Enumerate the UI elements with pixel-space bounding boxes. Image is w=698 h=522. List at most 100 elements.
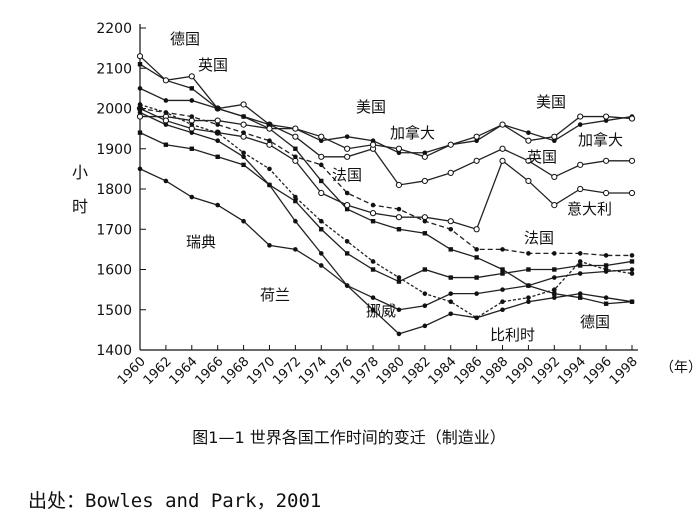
data-point	[215, 130, 220, 135]
data-point	[293, 247, 298, 252]
series-annotation: 挪威	[366, 302, 396, 320]
data-point	[577, 113, 584, 120]
data-point	[552, 251, 557, 256]
data-point	[603, 267, 609, 272]
data-point	[163, 142, 169, 147]
data-point	[552, 295, 557, 300]
data-point	[395, 214, 403, 221]
data-point	[215, 154, 220, 159]
data-point	[318, 263, 324, 268]
data-point	[526, 295, 531, 300]
series-line	[139, 55, 632, 186]
data-point	[137, 110, 143, 115]
data-point	[370, 267, 376, 272]
data-point	[369, 210, 377, 217]
data-point	[577, 259, 583, 264]
data-point	[552, 291, 557, 296]
data-point	[395, 145, 403, 152]
data-point	[552, 275, 557, 280]
data-point	[293, 146, 298, 151]
data-point	[215, 202, 220, 208]
data-point	[422, 291, 428, 296]
data-point	[577, 161, 584, 168]
data-point	[603, 157, 610, 164]
data-point	[240, 101, 247, 108]
data-point	[499, 145, 506, 152]
data-point	[267, 182, 272, 188]
data-point	[189, 130, 195, 135]
series-annotation: 荷兰	[260, 286, 290, 304]
data-point	[344, 134, 350, 139]
data-point	[396, 279, 402, 284]
data-point	[344, 251, 350, 256]
data-point	[500, 267, 505, 272]
y-tick-label: 2200	[96, 21, 132, 37]
data-point	[370, 295, 376, 300]
data-point	[474, 315, 479, 321]
series-line	[140, 115, 633, 158]
data-point	[137, 166, 143, 172]
data-point	[293, 154, 298, 160]
data-point	[266, 125, 273, 132]
y-tick-label: 2100	[96, 61, 132, 77]
data-point	[137, 62, 143, 67]
data-point	[189, 98, 195, 103]
data-point	[629, 267, 635, 272]
data-point	[137, 86, 143, 91]
series-annotation: 法国	[524, 229, 554, 247]
y-tick-label: 1400	[96, 343, 132, 359]
x-tick-label: 1976	[322, 354, 356, 388]
data-point	[370, 259, 376, 264]
data-point	[629, 253, 635, 258]
data-point	[422, 323, 428, 329]
x-tick-label: 1982	[400, 354, 434, 388]
data-point	[215, 106, 220, 111]
data-point	[603, 295, 609, 300]
data-point	[422, 267, 428, 272]
data-point	[577, 122, 583, 127]
data-point	[163, 110, 169, 115]
x-tick-label: 1968	[218, 354, 252, 388]
data-point	[447, 169, 454, 176]
series-annotation: 法国	[332, 166, 362, 184]
series-group	[136, 53, 636, 337]
x-tick-label: 1984	[426, 354, 460, 388]
data-point	[499, 121, 506, 128]
data-point	[344, 239, 350, 244]
data-point	[344, 283, 350, 288]
data-point	[293, 194, 298, 200]
series-line	[139, 111, 633, 335]
data-point	[474, 255, 479, 260]
data-point	[578, 295, 583, 300]
data-point	[577, 251, 583, 256]
x-tick-label: 1988	[477, 354, 511, 388]
data-point	[318, 162, 324, 168]
data-point	[473, 157, 480, 164]
data-point	[318, 133, 325, 140]
data-point	[526, 267, 531, 272]
y-axis-label-1: 小	[72, 163, 88, 182]
data-point	[189, 122, 195, 127]
data-point	[240, 121, 247, 128]
series-annotation: 瑞典	[186, 233, 216, 251]
data-point	[370, 202, 376, 208]
data-point	[448, 291, 454, 296]
data-point	[241, 218, 246, 224]
data-point	[474, 291, 479, 296]
data-point	[163, 98, 169, 103]
data-point	[162, 77, 169, 84]
y-tick-label: 1800	[96, 182, 132, 198]
data-point	[552, 287, 557, 292]
series-annotation: 德国	[580, 313, 610, 331]
data-point	[474, 247, 479, 252]
x-tick-label: 1960	[115, 354, 149, 388]
data-point	[292, 125, 299, 132]
data-point	[370, 219, 376, 224]
data-point	[628, 157, 636, 164]
data-point	[241, 162, 246, 168]
data-point	[447, 218, 454, 225]
data-point	[525, 137, 532, 144]
data-point	[215, 122, 220, 127]
data-point	[344, 206, 350, 212]
